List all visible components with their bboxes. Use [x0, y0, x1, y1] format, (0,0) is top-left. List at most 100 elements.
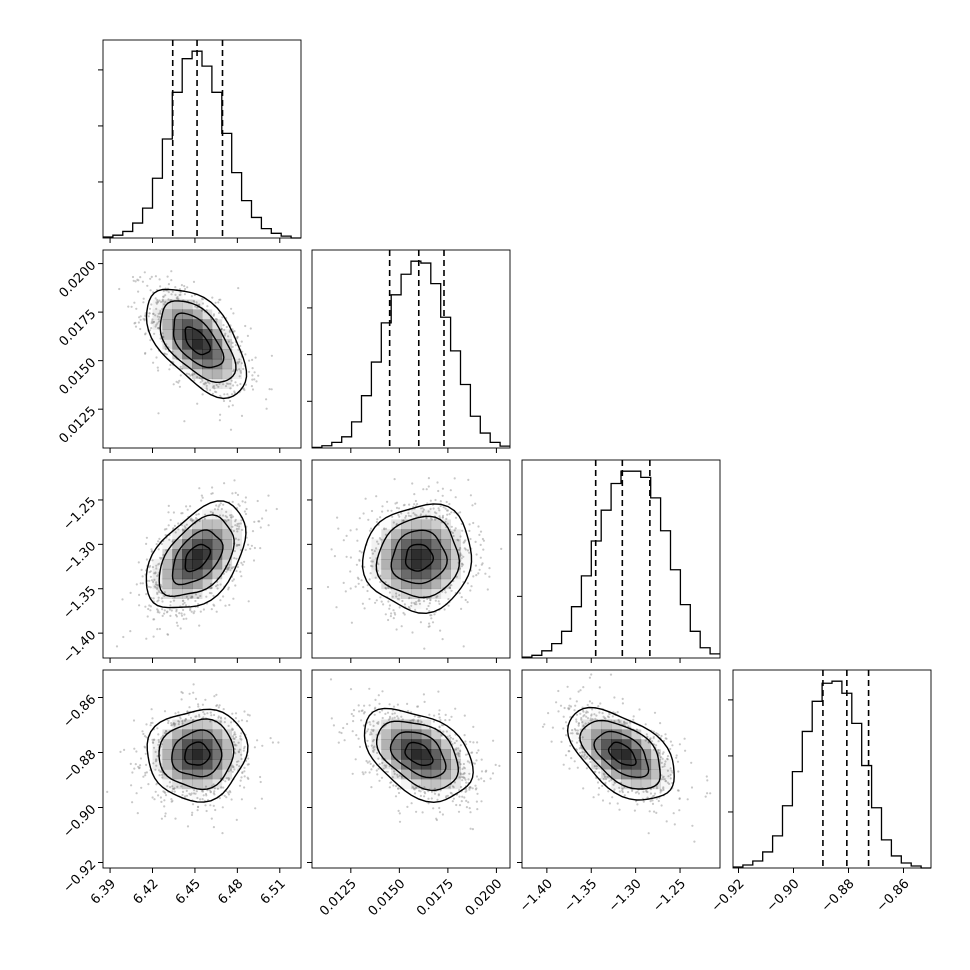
- density-cell: [450, 559, 461, 570]
- scatter-point: [385, 764, 388, 767]
- density-cell: [391, 539, 402, 550]
- scatter-point: [137, 321, 140, 324]
- density-cell: [231, 349, 242, 360]
- scatter-point: [156, 300, 159, 303]
- scatter-point: [443, 608, 446, 611]
- scatter-point: [234, 584, 237, 587]
- scatter-point: [441, 516, 444, 519]
- scatter-point: [162, 295, 165, 298]
- scatter-point: [166, 633, 169, 636]
- scatter-panel-3-0-frame: [102, 669, 302, 869]
- scatter-point: [444, 591, 447, 594]
- density-cell: [401, 519, 412, 530]
- density-cell: [182, 319, 193, 330]
- scatter-point: [379, 580, 382, 584]
- scatter-point: [206, 381, 210, 384]
- scatter-point: [349, 570, 352, 573]
- scatter-point: [144, 752, 147, 755]
- scatter-point: [406, 702, 409, 706]
- scatter-point: [216, 508, 220, 511]
- scatter-point: [169, 614, 172, 618]
- scatter-point: [465, 806, 468, 809]
- density-cell: [221, 729, 233, 740]
- density-cell: [420, 559, 432, 570]
- scatter-point: [590, 673, 593, 676]
- density-cell: [202, 368, 213, 380]
- scatter-point: [593, 765, 596, 768]
- scatter-point: [233, 390, 236, 393]
- scatter-point: [148, 307, 152, 310]
- scatter-point: [147, 607, 150, 611]
- scatter-point: [181, 691, 184, 695]
- scatter-panel-3-1-contour-3: [363, 707, 474, 804]
- scatter-point: [349, 587, 352, 590]
- scatter-point: [160, 800, 163, 804]
- scatter-point: [215, 585, 218, 588]
- scatter-point: [172, 511, 175, 514]
- scatter-point: [157, 540, 160, 543]
- density-cell: [401, 539, 412, 550]
- scatter-point: [678, 797, 681, 801]
- density-cell: [430, 559, 442, 570]
- scatter-point: [178, 288, 182, 291]
- density-cell: [401, 759, 412, 770]
- scatter-point: [154, 571, 157, 574]
- scatter-point: [451, 531, 454, 535]
- scatter-point: [221, 806, 224, 809]
- scatter-point: [239, 779, 242, 782]
- scatter-point: [582, 724, 585, 727]
- scatter-point: [474, 564, 477, 567]
- scatter-point: [438, 725, 441, 728]
- scatter-point: [368, 760, 371, 763]
- scatter-point: [270, 388, 273, 391]
- scatter-point: [415, 600, 418, 604]
- scatter-point: [154, 297, 157, 300]
- scatter-point: [396, 703, 399, 706]
- density-cell: [430, 549, 442, 560]
- scatter-point: [163, 612, 166, 615]
- scatter-point: [396, 715, 399, 718]
- scatter-point: [455, 739, 458, 743]
- scatter-point: [230, 307, 233, 310]
- density-cell: [621, 749, 632, 760]
- scatter-point: [579, 751, 582, 754]
- scatter-point: [466, 601, 469, 604]
- scatter-point: [664, 760, 667, 763]
- scatter-point: [257, 374, 260, 377]
- scatter-point: [429, 499, 432, 502]
- scatter-point: [158, 316, 161, 319]
- scatter-point: [248, 370, 251, 373]
- scatter-point: [229, 387, 232, 390]
- scatter-point: [212, 804, 215, 808]
- density-cell: [192, 568, 203, 580]
- density-cell: [211, 509, 223, 520]
- scatter-point: [450, 525, 453, 528]
- scatter-point: [133, 767, 136, 770]
- scatter-point: [209, 711, 212, 714]
- scatter-point: [242, 367, 245, 371]
- scatter-point: [225, 510, 228, 513]
- scatter-point: [222, 514, 225, 517]
- scatter-point: [381, 510, 384, 513]
- scatter-point: [611, 715, 614, 718]
- scatter-point: [156, 298, 159, 302]
- density-cell: [211, 329, 223, 340]
- scatter-point: [644, 739, 647, 742]
- scatter-point: [618, 808, 621, 811]
- scatter-point: [632, 718, 635, 721]
- scatter-point: [157, 738, 160, 742]
- scatter-point: [213, 787, 216, 790]
- scatter-point: [388, 591, 391, 594]
- scatter-point: [442, 730, 445, 733]
- scatter-panel-1-0-contour-2: [159, 300, 237, 384]
- scatter-point: [191, 803, 195, 806]
- scatter-point: [450, 511, 453, 514]
- scatter-point: [161, 614, 164, 618]
- scatter-point: [240, 340, 243, 343]
- density-cell: [381, 559, 392, 570]
- scatter-point: [395, 592, 398, 595]
- scatter-point: [357, 704, 360, 707]
- scatter-point: [247, 600, 250, 603]
- scatter-point: [693, 840, 696, 843]
- scatter-point: [135, 307, 138, 310]
